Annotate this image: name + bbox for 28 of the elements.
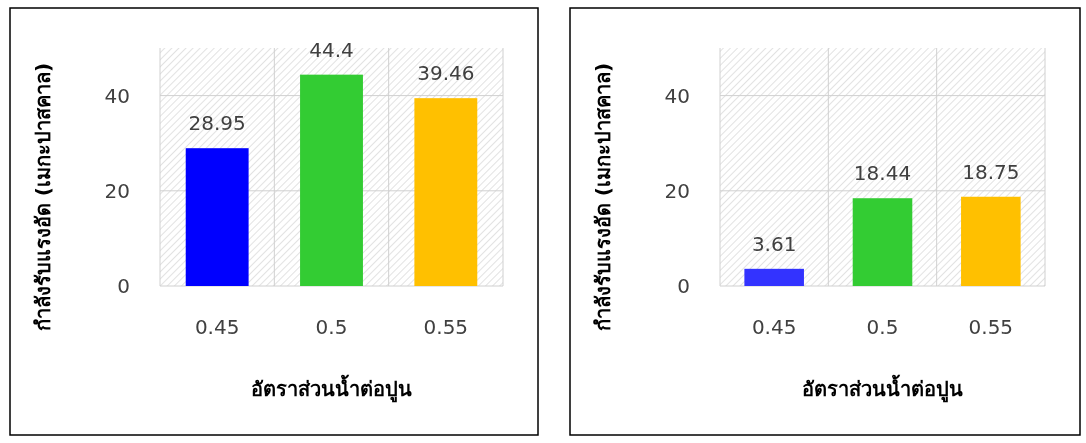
y-axis-title: กำลังรับแรงอัด (เมกะปาสคาล) xyxy=(31,62,55,332)
data-label: 28.95 xyxy=(188,111,246,136)
x-tick-label: 0.55 xyxy=(968,315,1014,339)
x-tick-label: 0.55 xyxy=(423,315,469,339)
y-tick-label: 40 xyxy=(664,83,690,108)
data-label: 3.61 xyxy=(751,231,797,256)
bar xyxy=(300,74,363,286)
data-label: 44.4 xyxy=(309,37,354,62)
y-tick-label: 0 xyxy=(677,274,690,298)
x-tick-label: 0.45 xyxy=(751,315,797,339)
data-label: 18.44 xyxy=(853,161,912,186)
x-tick-label: 0.5 xyxy=(866,315,899,339)
x-tick-label: 0.45 xyxy=(194,315,240,339)
bar xyxy=(744,268,804,286)
y-tick-label: 40 xyxy=(104,83,130,108)
y-tick-label: 20 xyxy=(104,178,130,203)
data-label: 18.75 xyxy=(962,159,1020,184)
x-tick-label: 0.5 xyxy=(315,315,348,339)
bar xyxy=(852,198,913,286)
y-tick-label: 20 xyxy=(664,178,690,203)
bar xyxy=(414,98,478,286)
bar xyxy=(185,148,249,286)
x-axis-title: อัตราส่วนน้ำต่อปูน xyxy=(251,374,412,403)
bar xyxy=(961,196,1021,286)
x-axis-title: อัตราส่วนน้ำต่อปูน xyxy=(802,374,963,403)
data-label: 39.46 xyxy=(417,61,475,86)
y-tick-label: 0 xyxy=(117,274,130,298)
y-axis-title: กำลังรับแรงอัด (เมกะปาสคาล) xyxy=(591,62,615,332)
